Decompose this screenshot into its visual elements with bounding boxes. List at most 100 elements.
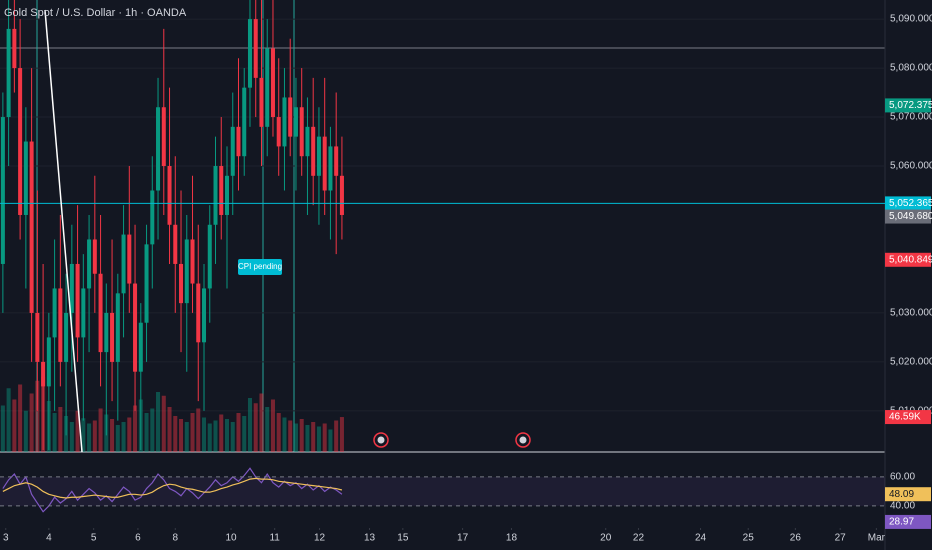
annotation-box[interactable]	[238, 259, 282, 275]
volume-bar	[334, 420, 339, 452]
candle-body	[110, 312, 115, 362]
candle-body	[259, 77, 264, 127]
x-tick-label: 25	[743, 533, 755, 544]
volume-bar	[259, 393, 264, 452]
volume-bar	[207, 423, 212, 452]
volume-bar	[179, 419, 184, 452]
candle-body	[236, 126, 241, 157]
candle-body	[58, 288, 63, 362]
price-tag-label: 5,049.680	[889, 211, 932, 222]
rsi-ma-line	[2, 477, 343, 499]
candle-body	[247, 19, 252, 88]
candle-body	[288, 97, 293, 137]
y-tick-label: 5,060.000	[890, 161, 932, 172]
volume-bar	[35, 380, 40, 452]
rsi-tick-label: 40.00	[890, 501, 915, 512]
candle-body	[167, 166, 172, 225]
candle-body	[81, 288, 86, 338]
x-tick-label: Mar	[868, 533, 886, 544]
volume-bar	[305, 425, 310, 452]
x-tick-label: 27	[835, 533, 847, 544]
candle-body	[18, 68, 23, 215]
rsi-band	[0, 476, 885, 506]
price-tag-label: 5,052.365	[889, 198, 932, 209]
candle-body	[219, 166, 224, 215]
volume-bar	[224, 419, 230, 452]
volume-bar	[58, 407, 63, 452]
x-tick-label: 10	[225, 533, 237, 544]
plot-layer	[0, 0, 885, 530]
x-tick-label: 5	[91, 533, 97, 544]
candle-body	[230, 126, 235, 176]
volume-bar	[133, 405, 138, 452]
volume-bar	[144, 413, 149, 452]
candle-body	[339, 175, 344, 215]
candle-body	[242, 87, 247, 157]
annotation: CPI pending	[238, 262, 282, 271]
x-tick-label: 12	[314, 533, 326, 544]
x-tick-label: 15	[397, 533, 409, 544]
candle-body	[0, 117, 5, 264]
volume-bar	[87, 423, 92, 452]
y-tick-label: 5,070.000	[890, 112, 932, 123]
x-tick-label: 3	[3, 533, 9, 544]
candle-body	[144, 244, 149, 323]
y-tick-label: 5,080.000	[890, 63, 932, 74]
volume-bar	[242, 416, 247, 452]
candle-body	[52, 288, 57, 338]
candle-body	[121, 234, 126, 294]
x-tick-label: 6	[135, 533, 141, 544]
trend-line	[44, 9, 83, 453]
candle-body	[328, 146, 333, 191]
x-tick-label: 20	[600, 533, 612, 544]
candle-body	[23, 141, 28, 215]
x-tick-label: 18	[506, 533, 518, 544]
x-tick-label: 11	[269, 533, 280, 544]
candle-body	[213, 166, 218, 225]
candle-body	[69, 263, 74, 313]
candle-body	[265, 48, 270, 127]
volume-bar	[322, 423, 327, 452]
candle-body	[224, 175, 230, 215]
volume-bar	[299, 419, 304, 452]
candle-body	[41, 361, 46, 387]
volume-bar	[190, 413, 195, 452]
candle-body	[12, 28, 17, 69]
candle-body	[92, 239, 97, 274]
candle-body	[270, 48, 275, 118]
chart-title: Gold Spot / U.S. Dollar · 1h · OANDA	[4, 7, 187, 19]
y-tick-label: 5,030.000	[890, 308, 932, 319]
volume-bar	[265, 407, 270, 452]
x-tick-label: 4	[46, 533, 52, 544]
candle-body	[150, 190, 155, 245]
candle-body	[173, 224, 178, 264]
volume-bar	[150, 408, 155, 452]
candle-body	[282, 97, 287, 147]
volume-bar	[23, 410, 28, 452]
volume-bar	[173, 416, 178, 452]
volume-bar	[29, 393, 34, 452]
candle-body	[138, 322, 143, 372]
volume-bar	[110, 419, 115, 452]
volume-bar	[52, 413, 57, 452]
candle-body	[29, 141, 34, 313]
candle-body	[75, 263, 80, 338]
candle-body	[115, 293, 120, 362]
volume-bar	[196, 408, 201, 452]
candle-body	[276, 117, 281, 147]
volume-bar	[253, 403, 258, 452]
price-tag	[885, 209, 931, 224]
candle-body	[305, 126, 310, 157]
volume-bar	[270, 399, 275, 452]
candle-body	[98, 273, 103, 353]
price-tag-label: 28.97	[889, 517, 914, 528]
volume-bar	[127, 417, 132, 452]
price-tag-label: 46.59K	[889, 412, 921, 423]
price-tag	[885, 487, 931, 502]
x-tick-label: 13	[364, 533, 376, 544]
volume-bar	[121, 422, 126, 452]
candle-body	[156, 107, 161, 191]
candle-body	[311, 126, 316, 176]
